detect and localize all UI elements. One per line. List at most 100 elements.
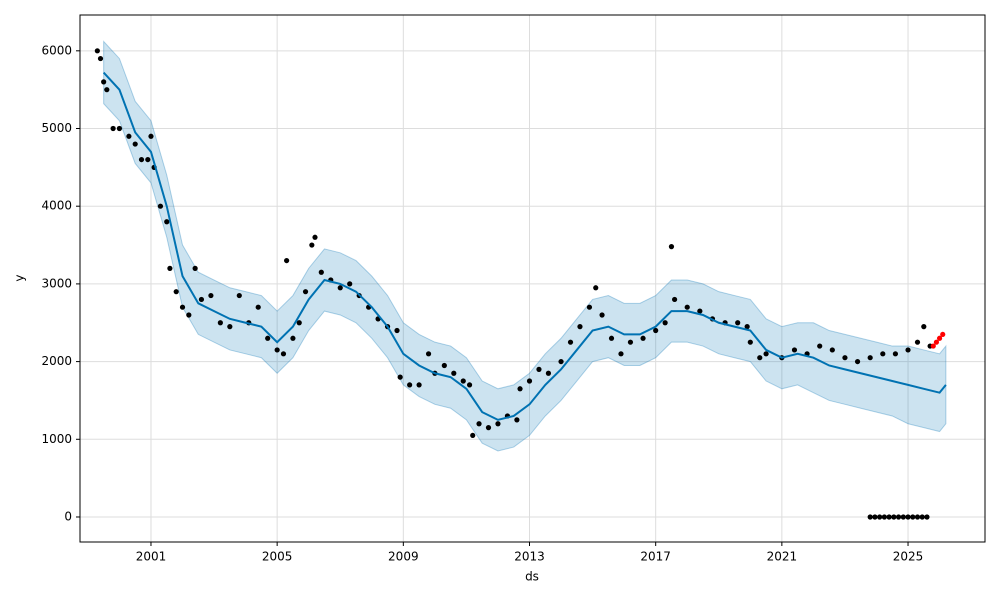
plot-area — [80, 15, 985, 542]
data-point — [337, 285, 343, 291]
data-point — [265, 335, 271, 341]
x-tick-label: 2025 — [893, 550, 924, 564]
y-tick-label: 5000 — [41, 121, 72, 135]
data-point — [817, 343, 823, 349]
data-point — [94, 48, 100, 54]
data-point — [208, 292, 214, 299]
y-tick-label: 4000 — [41, 199, 72, 213]
data-point — [186, 312, 192, 318]
plot-frame — [79, 14, 986, 543]
data-point — [536, 366, 542, 372]
data-point — [618, 351, 624, 357]
data-point — [872, 514, 878, 520]
x-axis-label: ds — [525, 570, 539, 584]
data-point — [577, 324, 583, 330]
data-point — [460, 378, 466, 384]
data-point — [173, 289, 179, 295]
data-point — [309, 242, 315, 248]
data-point — [132, 141, 138, 147]
data-point — [895, 514, 902, 520]
data-point — [138, 156, 145, 163]
data-point — [347, 281, 353, 287]
data-point — [441, 362, 447, 369]
data-point — [394, 327, 400, 334]
data-point — [672, 296, 678, 303]
data-point — [116, 125, 123, 132]
data-point — [757, 355, 763, 361]
data-point — [425, 351, 432, 357]
data-point — [407, 382, 413, 388]
data-point — [164, 219, 170, 225]
data-point — [485, 425, 492, 431]
data-point — [274, 347, 280, 353]
data-point — [924, 514, 930, 520]
data-point — [662, 320, 668, 326]
data-point — [104, 87, 110, 93]
data-point — [470, 432, 476, 439]
y-tick-label: 6000 — [41, 43, 72, 57]
data-point — [167, 265, 173, 271]
data-point — [653, 327, 659, 334]
data-point — [290, 335, 296, 341]
x-tick-label: 2005 — [262, 550, 293, 564]
data-point — [905, 347, 911, 353]
data-point — [284, 257, 290, 264]
data-point — [842, 355, 848, 361]
forecast-line — [102, 71, 947, 421]
data-point — [126, 133, 132, 139]
data-point — [735, 320, 741, 326]
x-tick-label: 2017 — [640, 550, 671, 564]
data-point — [397, 374, 403, 380]
data-point — [933, 339, 940, 345]
data-point — [914, 339, 921, 345]
data-point — [867, 355, 873, 361]
data-point — [886, 514, 892, 520]
data-point — [905, 514, 911, 520]
data-point — [608, 335, 615, 341]
data-point — [697, 308, 703, 314]
data-point — [280, 351, 287, 357]
data-point — [640, 335, 646, 341]
data-point — [145, 156, 151, 163]
data-point — [791, 347, 798, 353]
data-point — [466, 382, 473, 388]
data-point — [451, 370, 457, 376]
data-point — [296, 320, 302, 326]
data-point — [148, 133, 154, 139]
data-point — [526, 378, 533, 384]
x-tick-label: 2021 — [767, 550, 798, 564]
data-point — [930, 343, 936, 349]
data-point — [627, 339, 634, 345]
y-tick-label: 3000 — [41, 276, 72, 290]
data-point — [744, 324, 750, 330]
x-tick-label: 2013 — [514, 550, 545, 564]
data-point — [179, 304, 186, 310]
data-point — [892, 351, 899, 357]
data-point — [227, 324, 233, 330]
data-point — [880, 351, 886, 357]
data-point — [867, 514, 873, 520]
data-point — [891, 514, 897, 520]
data-point — [236, 292, 242, 299]
data-point — [302, 289, 309, 295]
data-point — [192, 265, 198, 271]
data-point — [940, 331, 946, 338]
data-point — [545, 370, 552, 376]
data-point — [914, 514, 921, 520]
data-point — [514, 417, 520, 423]
data-point — [312, 234, 318, 240]
data-point — [919, 514, 925, 520]
data-point — [668, 244, 675, 250]
data-point — [854, 358, 861, 365]
y-tick-label: 2000 — [41, 354, 72, 368]
data-point — [829, 347, 835, 353]
y-tick-label: 1000 — [41, 432, 72, 446]
data-point — [217, 320, 223, 326]
data-point — [110, 125, 116, 132]
data-point — [586, 304, 593, 310]
data-point — [495, 421, 501, 427]
data-point — [599, 312, 605, 318]
data-point — [255, 304, 261, 310]
data-point — [936, 335, 943, 341]
